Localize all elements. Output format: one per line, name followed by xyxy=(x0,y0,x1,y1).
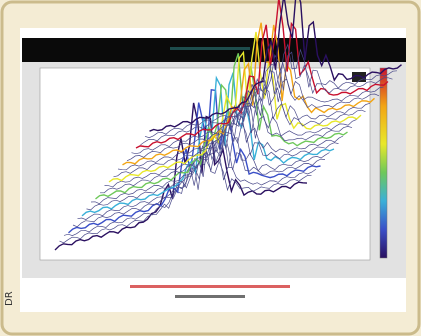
ridge-line xyxy=(68,89,321,234)
ridge-line xyxy=(144,43,398,139)
credit: DR xyxy=(4,291,15,306)
ridge-line xyxy=(90,114,344,205)
colorbar xyxy=(379,67,388,259)
ridge-line xyxy=(59,150,312,244)
caption-black xyxy=(175,295,245,298)
caption-red xyxy=(130,285,290,288)
ridge-line xyxy=(95,53,348,200)
ridge-line xyxy=(135,0,389,149)
ridge-line xyxy=(117,80,371,171)
waterfall-surface xyxy=(54,0,402,251)
ridge-line xyxy=(122,22,375,166)
legend-icon xyxy=(352,72,366,82)
ridge-line xyxy=(140,51,393,146)
ridge-line xyxy=(126,70,380,162)
ridge-line xyxy=(149,0,402,132)
header-text xyxy=(170,47,250,50)
ridge-line xyxy=(54,102,308,251)
ridge-line xyxy=(100,98,353,194)
